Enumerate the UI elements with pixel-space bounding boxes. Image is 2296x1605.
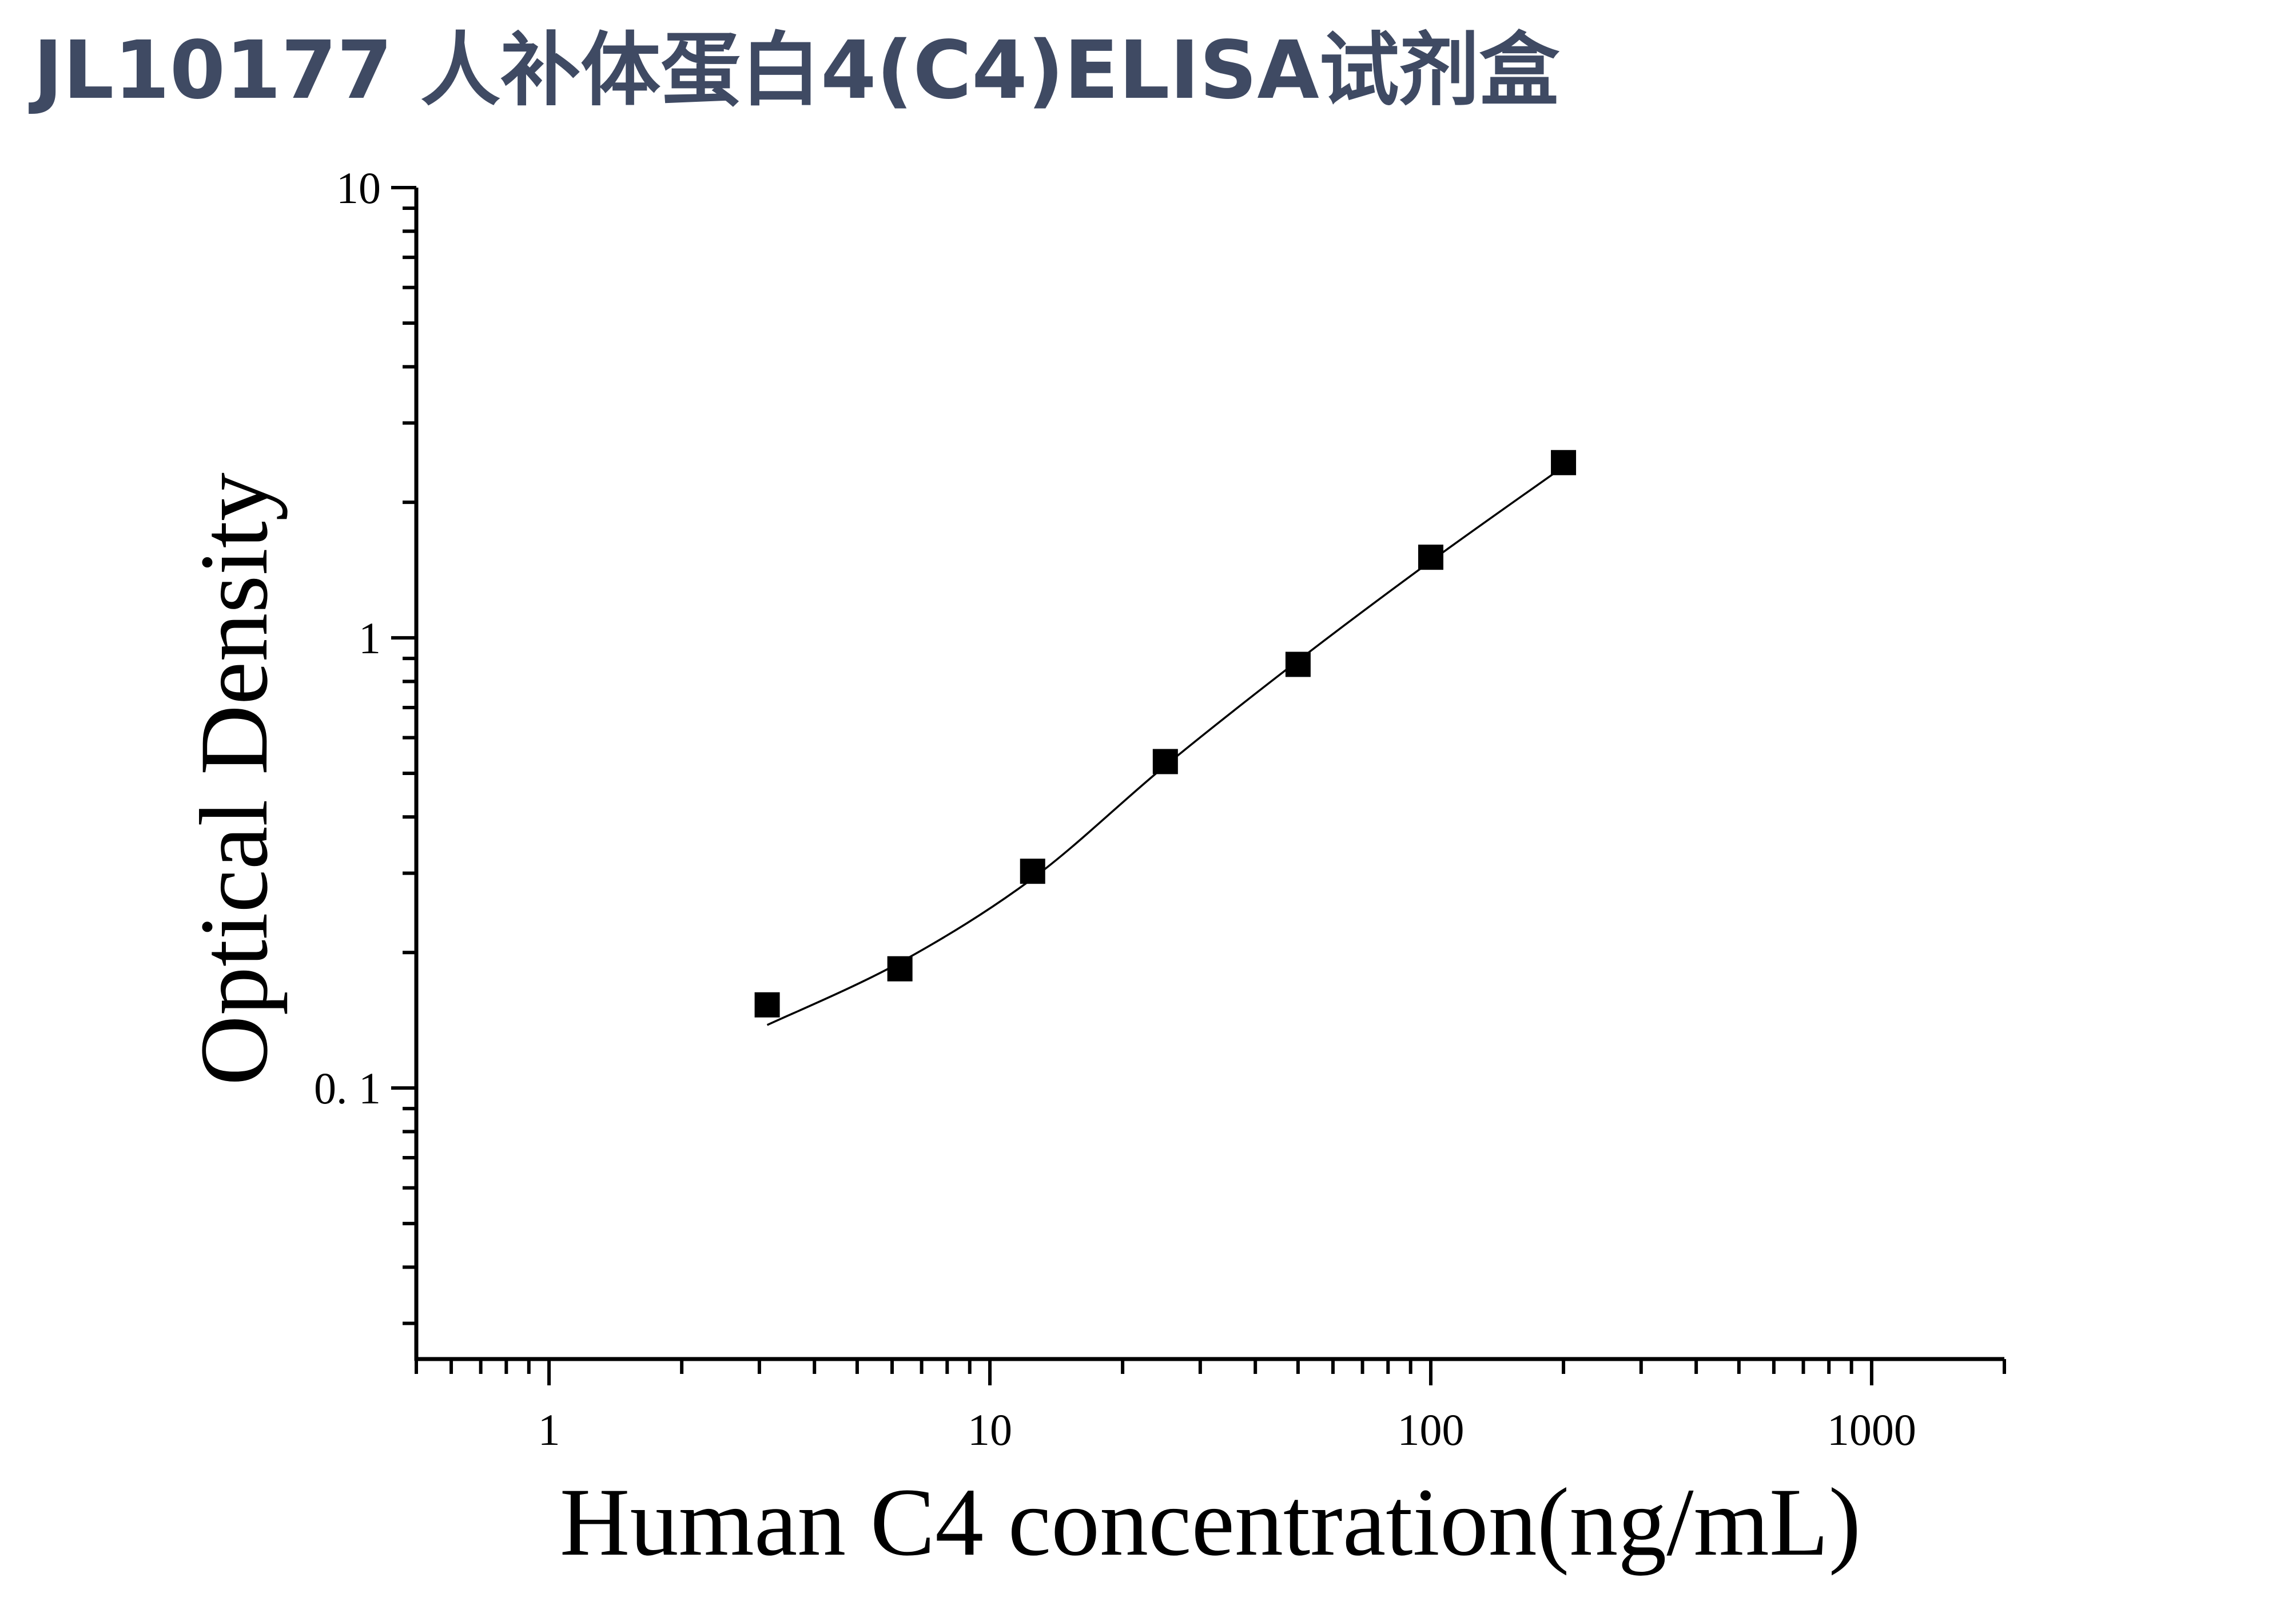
fit-curve [766, 466, 1565, 1026]
y-tick-label: 10 [336, 163, 381, 213]
data-point [1418, 545, 1443, 570]
y-axis-label: Optical Density [180, 472, 288, 1086]
data-point [887, 956, 913, 982]
axes [414, 188, 2004, 1361]
data-point [1020, 859, 1045, 884]
data-point [754, 992, 780, 1018]
tick-labels: 1 10 100 1000 0. 1 1 10 [314, 163, 1916, 1455]
y-tick-label: 0. 1 [314, 1063, 381, 1113]
x-tick-label: 1000 [1827, 1405, 1916, 1455]
data-point [1152, 749, 1178, 774]
y-tick-label: 1 [359, 613, 381, 663]
data-point [1551, 450, 1577, 475]
x-tick-label: 1 [538, 1405, 560, 1455]
x-axis-label: Human C4 concentration(ng/mL) [560, 1468, 1861, 1576]
data-points [754, 450, 1577, 1018]
page-title: JL10177 人补体蛋白4(C4)ELISA试剂盒 [33, 24, 1559, 117]
x-tick-label: 10 [968, 1405, 1012, 1455]
ticks [391, 186, 2006, 1385]
x-tick-label: 100 [1397, 1405, 1464, 1455]
data-point [1285, 651, 1311, 677]
